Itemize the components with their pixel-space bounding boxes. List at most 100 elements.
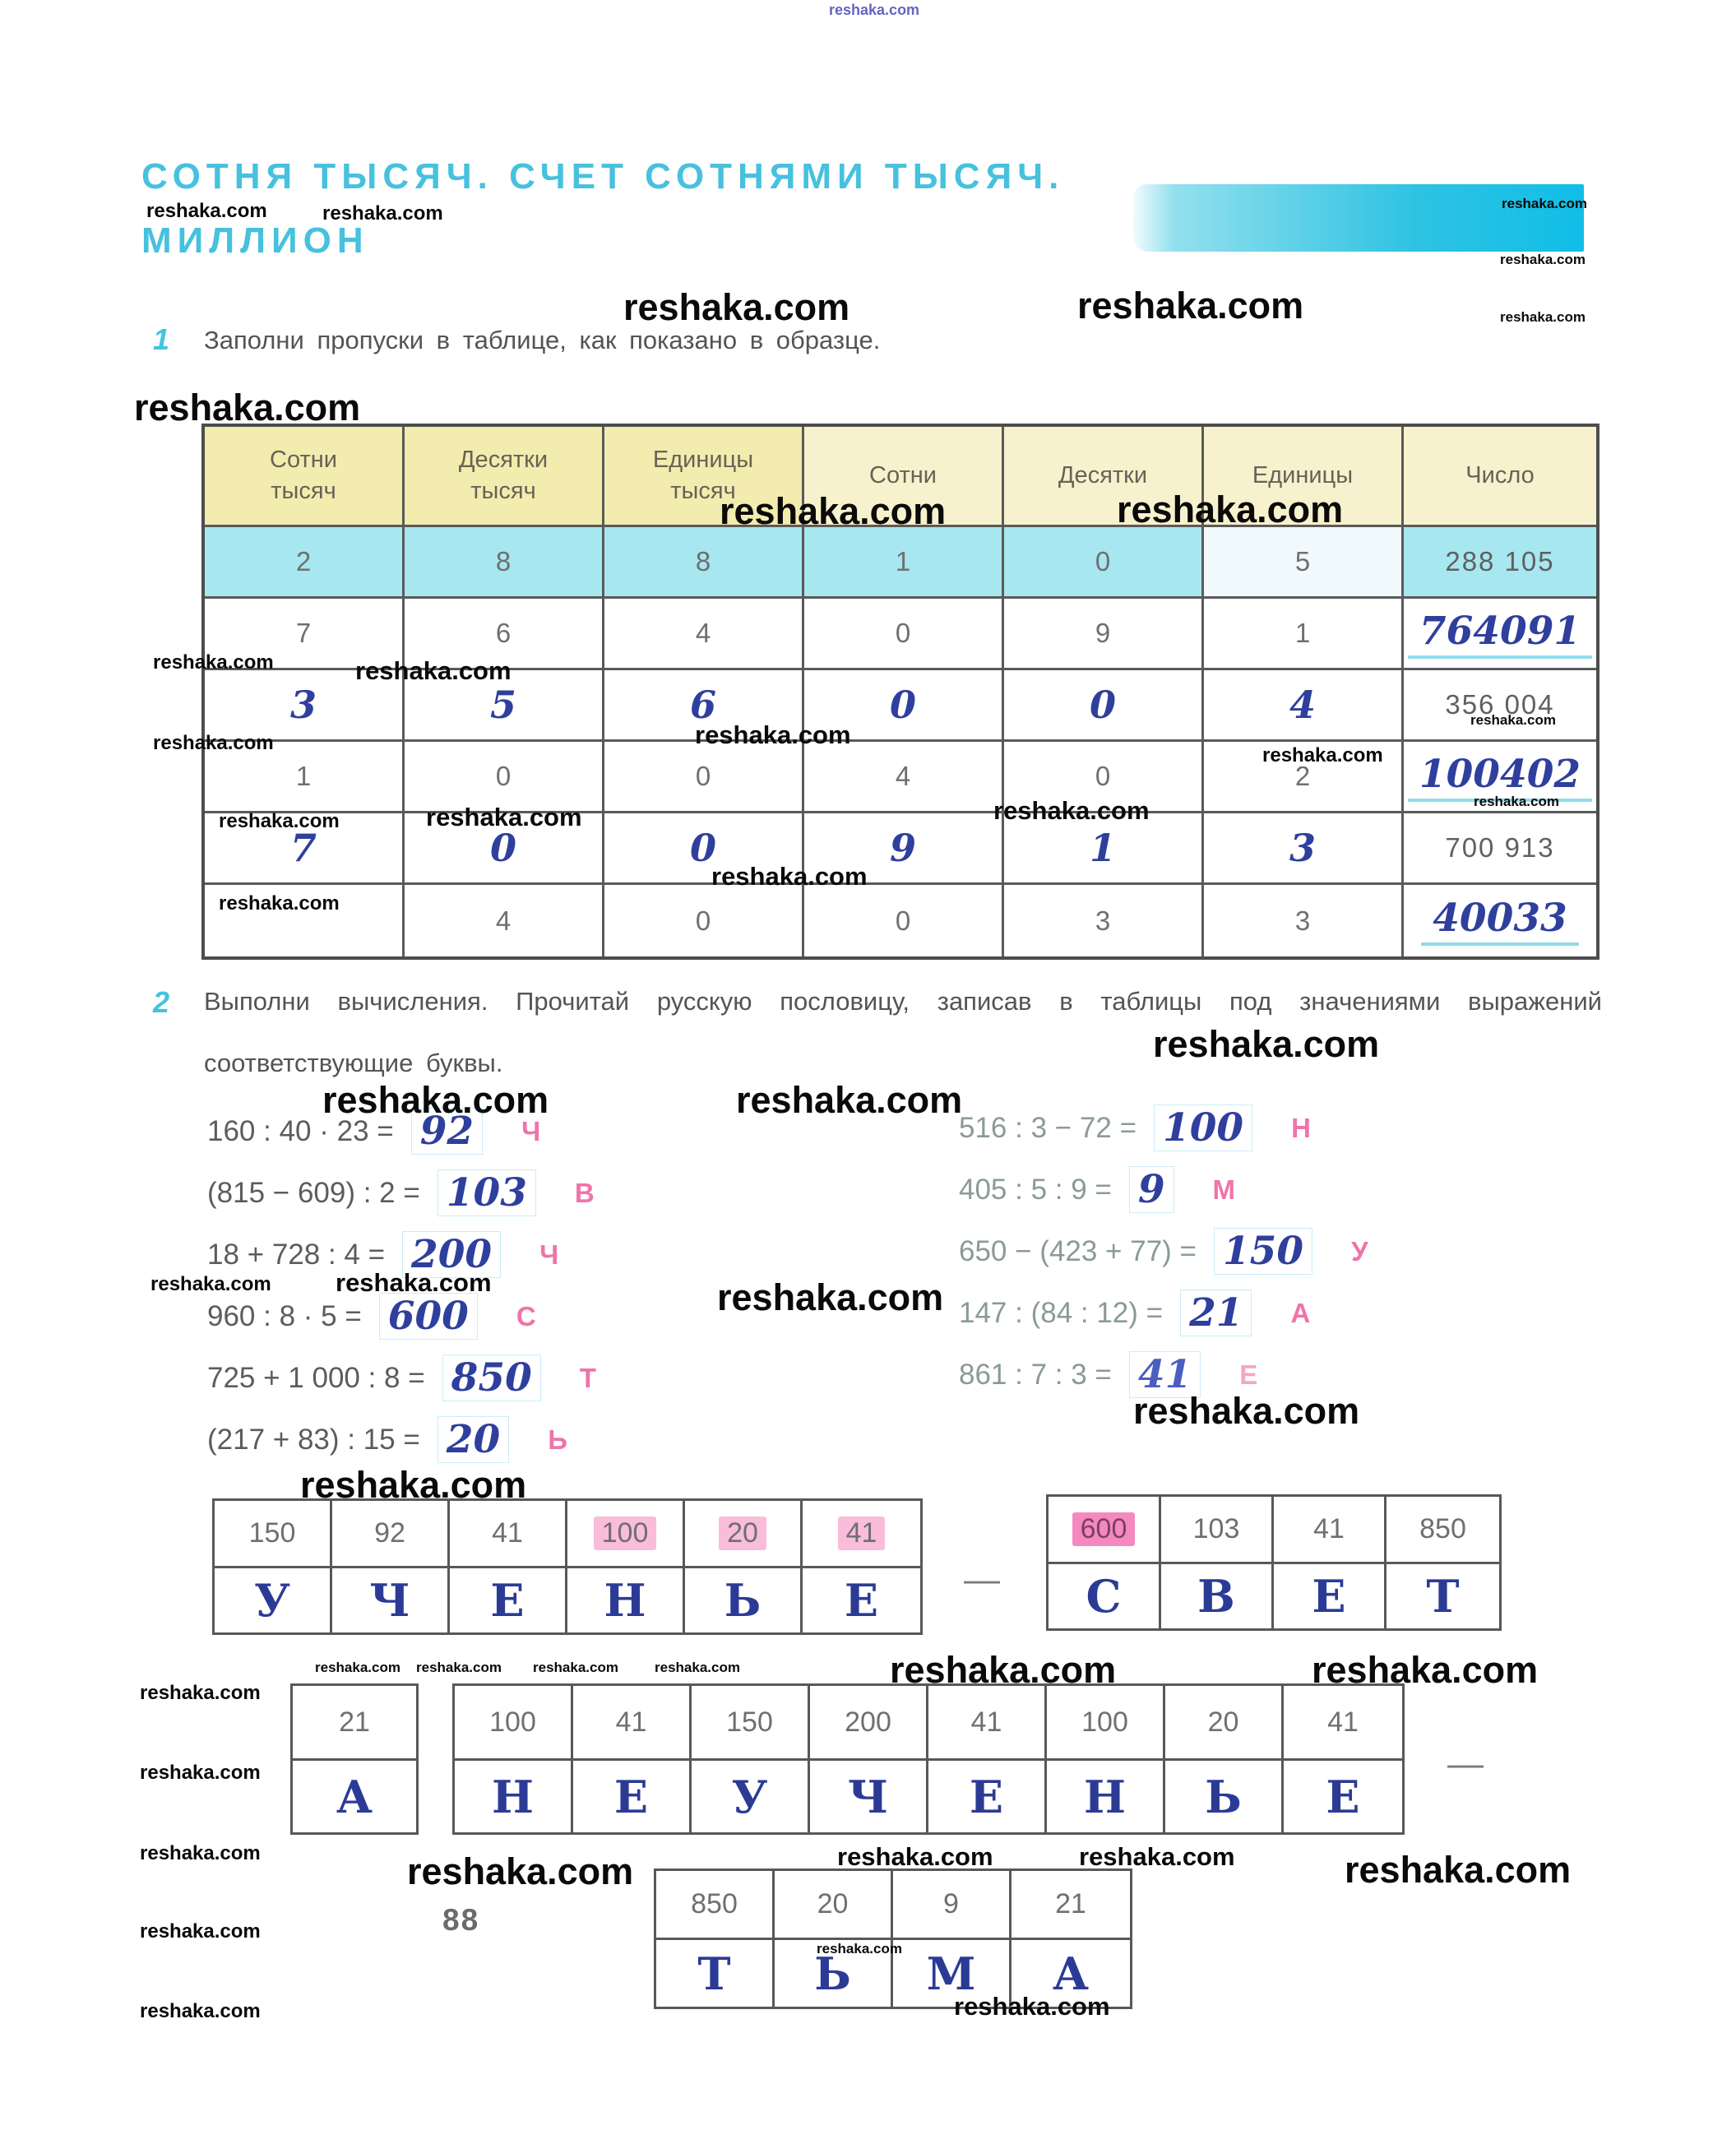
watermark: reshaka.com [736, 1079, 963, 1121]
proverb-letter-cell: А [293, 1761, 416, 1832]
proverb-number-cell: 21 [293, 1686, 416, 1761]
page-title-line1: СОТНЯ ТЫСЯЧ. СЧЕТ СОТНЯМИ ТЫСЯЧ. [141, 156, 1065, 197]
proverb-letter-cell: У [215, 1568, 332, 1632]
digit-value: 6 [495, 618, 512, 648]
proverb-number: 103 [1192, 1513, 1240, 1544]
proverb-letter: А [336, 1770, 373, 1823]
place-value-number-cell: 356 004 [1404, 670, 1596, 742]
number-value: 40033 [1421, 896, 1579, 946]
proverb-number-cell: 41 [1284, 1686, 1402, 1761]
equation-answer: 92 [412, 1109, 482, 1154]
proverb-table-neuchene: 100 41 150 200 41 100 20 41 Н Е У Ч Е Н Ь Е [452, 1683, 1405, 1835]
proverb-number-cell: 41 [803, 1501, 920, 1568]
page-title-line2: МИЛЛИОН [141, 220, 369, 261]
watermark: reshaka.com [711, 862, 868, 891]
equation-letter: У [1351, 1235, 1368, 1266]
equation-row: 725 + 1 000 : 8 = 850 Т [207, 1347, 596, 1409]
watermark: reshaka.com [407, 1850, 634, 1892]
place-value-header-cell: Сотни тысяч [205, 427, 405, 527]
place-value-number-cell: 40033 [1404, 885, 1596, 956]
proverb-dash-2: — [1447, 1743, 1484, 1784]
digit-value: 0 [489, 826, 516, 870]
watermark: reshaka.com [146, 200, 267, 222]
equation-letter: Ь [548, 1424, 567, 1455]
place-value-digit-cell: 9 [1004, 599, 1204, 670]
digit-value: 4 [495, 905, 512, 936]
equation-expression: 147 : (84 : 12) = [959, 1296, 1164, 1329]
number-value: 764091 [1407, 609, 1593, 659]
digit-value: 0 [889, 683, 916, 727]
digit-value: 4 [1289, 683, 1316, 727]
place-value-number-cell: 288 105 [1404, 527, 1596, 599]
digit-value: 3 [289, 683, 317, 727]
place-value-digit-cell: 4 [1204, 670, 1404, 742]
exercise1-prompt: Заполни пропуски в таблице, как показано… [204, 326, 881, 354]
watermark: reshaka.com [134, 387, 361, 428]
proverb-number: 9 [943, 1888, 959, 1919]
watermark: reshaka.com [153, 651, 274, 674]
watermark: reshaka.com [1312, 1649, 1539, 1691]
proverb-letter: У [254, 1574, 290, 1627]
equation-expression: 861 : 7 : 3 = [959, 1358, 1112, 1391]
watermark: reshaka.com [1500, 252, 1586, 267]
watermark: reshaka.com [993, 796, 1150, 825]
place-value-digit-cell: 0 [804, 670, 1004, 742]
place-value-digit-cell: 1 [1204, 599, 1404, 670]
proverb-number-cell: 150 [215, 1501, 332, 1568]
watermark: reshaka.com [954, 1992, 1110, 2021]
proverb-letter-cell: Т [1386, 1564, 1499, 1628]
digit-value: 8 [695, 546, 711, 577]
proverb-letter-cell: Е [450, 1568, 567, 1632]
digit-value: 4 [895, 761, 911, 791]
place-value-digit-cell: 0 [1004, 742, 1204, 813]
watermark: reshaka.com [140, 1842, 261, 1864]
place-value-header-cell: Десятки тысяч [405, 427, 604, 527]
proverb-number: 600 [1072, 1512, 1136, 1546]
proverb-letter: Н [1083, 1770, 1127, 1823]
watermark: reshaka.com [829, 2, 920, 18]
equation-answer: 21 [1181, 1290, 1251, 1336]
place-value-digit-cell: 2 [205, 527, 405, 599]
proverb-dash-1: — [964, 1559, 1000, 1600]
watermark: reshaka.com [1079, 1842, 1235, 1871]
digit-value: 8 [495, 546, 512, 577]
digit-value: 7 [295, 618, 312, 648]
proverb-number: 100 [593, 1517, 657, 1550]
proverb-letter: В [1197, 1570, 1235, 1623]
place-value-digit-cell: 4 [804, 742, 1004, 813]
proverb-number-cell: 41 [928, 1686, 1047, 1761]
digit-value: 9 [889, 826, 916, 870]
equation-letter: А [1290, 1297, 1311, 1328]
proverb-letter: Ь [724, 1574, 762, 1627]
proverb-letter: Ь [814, 1947, 851, 2000]
proverb-number-cell: 41 [573, 1686, 692, 1761]
watermark: reshaka.com [1077, 285, 1304, 326]
equation-letter: С [516, 1300, 536, 1331]
watermark: reshaka.com [322, 1079, 549, 1121]
proverb-table-svet: 600 103 41 850 С В Е Т [1046, 1494, 1502, 1631]
proverb-number: 41 [837, 1517, 886, 1550]
place-value-digit-cell: 9 [804, 813, 1004, 885]
proverb-letter: Ч [369, 1574, 410, 1627]
proverb-table-tma: 850 20 9 21 Т Ь М А [654, 1868, 1132, 2009]
proverb-letter-cell: Н [1047, 1761, 1165, 1832]
proverb-letter-cell: Ь [775, 1940, 893, 2007]
watermark: reshaka.com [1117, 489, 1344, 530]
exercise2-prompt: Выполни вычисления. Прочитай русскую пос… [204, 987, 1602, 1077]
equation-row: (815 − 609) : 2 = 103 В [207, 1162, 596, 1224]
watermark: reshaka.com [416, 1660, 502, 1675]
proverb-letter-cell: А [1012, 1940, 1130, 2007]
proverb-letter: Е [1312, 1570, 1346, 1623]
title-highlight-bar [1133, 184, 1584, 252]
place-value-table: Сотни тысяч Десятки тысяч Единицы тысяч Сотни Д… [201, 424, 1599, 960]
equation-answer: 20 [438, 1417, 508, 1462]
equation-letter: Е [1239, 1359, 1258, 1390]
proverb-number: 850 [691, 1888, 738, 1919]
proverb-letter-cell: Ч [810, 1761, 928, 1832]
watermark: reshaka.com [1500, 309, 1586, 325]
place-value-digit-cell: 8 [604, 527, 804, 599]
digit-value: 0 [695, 761, 711, 791]
watermark: reshaka.com [300, 1464, 527, 1506]
proverb-letter: Т [1426, 1570, 1460, 1623]
proverb-number: 41 [615, 1706, 647, 1738]
